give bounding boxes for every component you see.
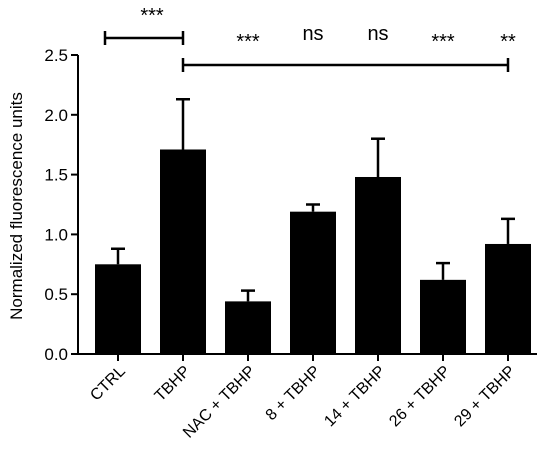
- y-tick-label: 2.5: [44, 46, 68, 65]
- error-bars: [111, 98, 515, 302]
- significance-label: ***: [140, 5, 164, 27]
- significance-label: ns: [302, 23, 323, 45]
- y-tick-label: 2.0: [44, 106, 68, 125]
- y-tick-label: 1.0: [44, 225, 68, 244]
- bar: [355, 176, 401, 354]
- x-tick-label: 14 + TBHP: [321, 363, 388, 430]
- x-tick-label: TBHP: [152, 363, 194, 405]
- bar: [420, 279, 466, 354]
- significance-label: ***: [236, 31, 260, 53]
- x-tick-label: 26 + TBHP: [386, 363, 453, 430]
- x-tick-label: CTRL: [87, 363, 129, 405]
- bar: [225, 301, 271, 354]
- y-tick-label: 0.0: [44, 345, 68, 364]
- significance-label: **: [500, 31, 516, 53]
- significance-annotations: ****** ns ns *** **: [103, 5, 516, 72]
- bars: [95, 149, 531, 354]
- y-axis-label: Normalized fluorescence units: [7, 92, 26, 320]
- bar: [160, 149, 206, 354]
- bar: [485, 243, 531, 354]
- y-tick-label: 1.5: [44, 166, 68, 185]
- bar: [95, 264, 141, 354]
- significance-label: ns: [367, 23, 388, 45]
- bar: [290, 211, 336, 354]
- y-axis: 0.0 0.5 1.0 1.5 2.0 2.5: [44, 46, 79, 364]
- significance-label: ***: [431, 31, 455, 53]
- x-tick-label: 8 + TBHP: [263, 363, 324, 424]
- x-tick-label: 29 + TBHP: [451, 363, 518, 430]
- y-tick-label: 0.5: [44, 285, 68, 304]
